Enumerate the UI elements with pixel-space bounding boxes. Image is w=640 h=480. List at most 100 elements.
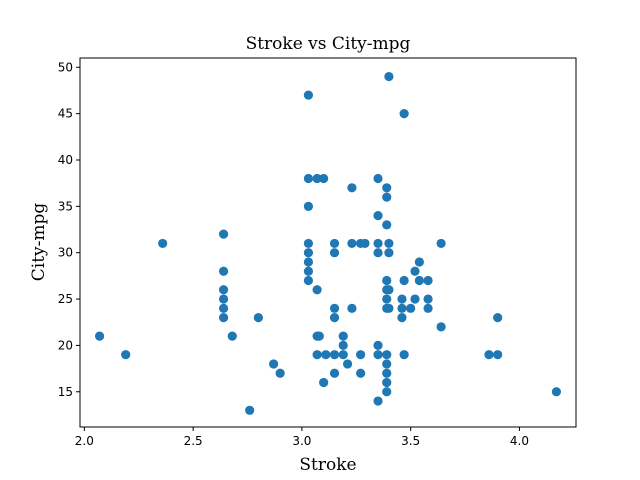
scatter-point [423,275,433,286]
scatter-point [399,350,409,360]
scatter-point [303,201,314,211]
scatter-point [382,220,392,230]
scatter-point [338,350,348,360]
x-axis-label: Stroke [299,455,356,475]
scatter-point [329,248,340,258]
scatter-point [303,248,314,258]
scatter-point [399,275,409,286]
x-tick-label: 3.5 [401,434,420,448]
scatter-point [382,350,392,360]
scatter-point [397,312,407,323]
scatter-point [423,303,433,313]
scatter-point [94,331,105,341]
scatter-point [382,377,392,388]
scatter-point [218,294,229,304]
y-tick-label: 15 [58,385,73,399]
scatter-point [484,350,494,360]
scatter-point [218,266,229,276]
scatter-point [382,359,392,369]
x-tick-label: 4.0 [510,434,529,448]
scatter-point [373,248,383,258]
x-tick-label: 2.5 [184,434,203,448]
scatter-point [384,285,394,295]
y-tick-label: 45 [58,107,73,121]
scatter-point [329,350,340,360]
y-tick-label: 50 [58,60,73,74]
scatter-point [382,183,392,193]
scatter-point [312,285,322,295]
scatter-point [347,183,357,193]
y-axis: 15 20 25 30 35 40 45 50 [58,60,80,399]
scatter-point [373,396,383,406]
scatter-point [423,294,433,304]
scatter-point [399,109,409,119]
scatter-point [384,238,394,249]
scatter-point [218,229,229,239]
scatter-point [397,303,407,313]
scatter-point [303,275,314,286]
scatter-point [338,331,348,341]
scatter-point [312,350,322,360]
scatter-point [342,359,353,369]
y-tick-label: 35 [58,199,73,213]
scatter-point [329,238,340,249]
x-tick-label: 2.0 [75,434,94,448]
scatter-point [382,275,392,286]
scatter-point [319,377,329,388]
scatter-point [373,238,383,249]
scatter-point [436,238,446,249]
scatter-point [356,350,366,360]
scatter-point [245,405,255,415]
scatter-point [319,173,329,184]
plot-frame [79,57,577,428]
scatter-point [410,294,420,304]
scatter-point [406,303,416,313]
x-axis: 2.0 2.5 3.0 3.5 4.0 [75,427,529,448]
scatter-point [303,238,314,249]
scatter-point [218,303,229,313]
scatter-point [314,331,324,341]
scatter-point [227,331,237,341]
scatter-point [329,368,340,378]
y-tick-label: 20 [58,338,73,352]
scatter-point [384,303,394,313]
scatter-point [373,350,383,360]
scatter-point [436,322,446,332]
data-points [94,71,562,415]
scatter-point [356,368,366,378]
scatter-point [493,350,503,360]
y-tick-label: 25 [58,292,73,306]
y-tick-label: 30 [58,246,73,260]
x-tick-label: 3.0 [292,434,311,448]
scatter-point [329,312,340,323]
scatter-point [253,312,263,323]
scatter-point [303,257,314,267]
scatter-point [218,285,229,295]
scatter-point [397,294,407,304]
scatter-point [121,350,131,360]
scatter-point [218,312,229,323]
scatter-point [384,248,394,258]
scatter-point [158,238,168,249]
scatter-point [303,266,314,276]
y-tick-label: 40 [58,153,73,167]
scatter-point [338,340,348,351]
scatter-point [410,266,420,276]
scatter-point [373,173,383,184]
scatter-point [329,303,340,313]
scatter-point [551,387,562,397]
scatter-point [382,387,392,397]
scatter-point [347,238,357,249]
scatter-point [414,257,424,267]
scatter-point [382,192,392,202]
scatter-point [373,211,383,221]
chart-title: Stroke vs City-mpg [246,34,411,54]
scatter-point [414,275,424,286]
scatter-point [312,173,322,184]
scatter-point [373,340,383,351]
scatter-point [493,312,503,323]
scatter-point [269,359,279,369]
scatter-point [347,303,357,313]
y-axis-label: City-mpg [29,203,49,282]
